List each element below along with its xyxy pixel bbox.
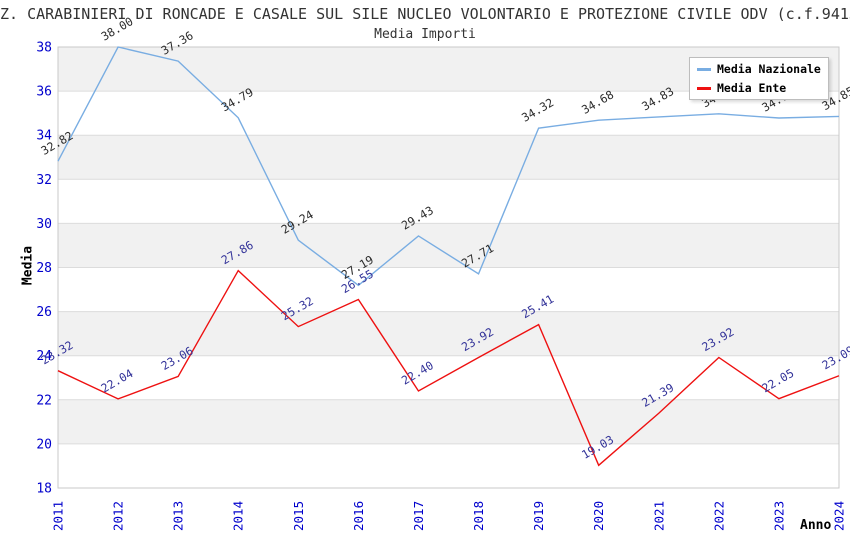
- plot-band: [58, 135, 839, 180]
- series-line-media-ente: [57, 269, 840, 467]
- y-tick-label: 20: [36, 437, 52, 452]
- legend: Media Nazionale Media Ente: [689, 57, 829, 100]
- legend-swatch-media-ente: [697, 86, 711, 90]
- plot-band: [58, 179, 839, 224]
- y-tick-label: 36: [36, 85, 52, 100]
- legend-item-media-nazionale: Media Nazionale: [697, 62, 821, 76]
- x-tick-label: 2013: [171, 501, 186, 531]
- y-tick-label: 30: [36, 217, 52, 232]
- plot-band: [58, 311, 839, 356]
- plot-band: [58, 267, 839, 312]
- y-tick-label: 22: [36, 393, 52, 408]
- series-line-media-nazionale: [57, 46, 840, 287]
- plot-band: [58, 399, 839, 444]
- x-tick-label: 2016: [351, 501, 366, 531]
- legend-label-media-nazionale: Media Nazionale: [717, 62, 821, 76]
- y-tick-label: 18: [36, 482, 52, 497]
- x-tick-label: 2021: [651, 501, 666, 531]
- chart-subtitle: Media Importi: [374, 27, 476, 42]
- plot-band: [58, 355, 839, 400]
- x-tick-label: 2017: [411, 501, 426, 531]
- x-tick-label: 2024: [832, 501, 847, 531]
- data-label-media-nazionale: 38.00: [99, 14, 136, 43]
- y-tick-label: 34: [36, 129, 52, 144]
- x-tick-label: 2023: [771, 501, 786, 531]
- legend-swatch-media-nazionale: [697, 67, 711, 71]
- legend-item-media-ente: Media Ente: [697, 81, 821, 95]
- chart-title: Z. CARABINIERI DI RONCADE E CASALE SUL S…: [0, 5, 850, 23]
- y-tick-label: 28: [36, 261, 52, 276]
- plot-band: [58, 223, 839, 268]
- x-tick-label: 2015: [291, 501, 306, 531]
- x-tick-label: 2012: [111, 501, 126, 531]
- y-tick-label: 32: [36, 173, 52, 188]
- x-axis-title: Anno: [800, 518, 832, 533]
- x-tick-label: 2019: [531, 501, 546, 531]
- x-tick-label: 2018: [471, 501, 486, 531]
- y-tick-label: 38: [36, 41, 52, 56]
- x-tick-label: 2011: [51, 501, 66, 531]
- y-tick-label: 26: [36, 305, 52, 320]
- y-tick-label: 24: [36, 349, 52, 364]
- legend-label-media-ente: Media Ente: [717, 81, 787, 95]
- x-tick-label: 2020: [591, 501, 606, 531]
- x-tick-label: 2022: [711, 501, 726, 531]
- y-axis-title: Media: [20, 245, 36, 286]
- x-tick-label: 2014: [231, 501, 246, 531]
- plot-band: [58, 443, 839, 488]
- plot-border: [57, 46, 840, 489]
